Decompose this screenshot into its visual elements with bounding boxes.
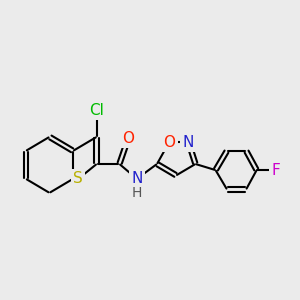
Text: Cl: Cl (89, 103, 104, 118)
Text: H: H (132, 186, 142, 200)
Text: O: O (122, 131, 134, 146)
Text: F: F (272, 163, 280, 178)
Text: O: O (163, 135, 175, 150)
Text: N: N (183, 135, 194, 150)
Text: S: S (74, 171, 83, 186)
Text: N: N (131, 171, 142, 186)
